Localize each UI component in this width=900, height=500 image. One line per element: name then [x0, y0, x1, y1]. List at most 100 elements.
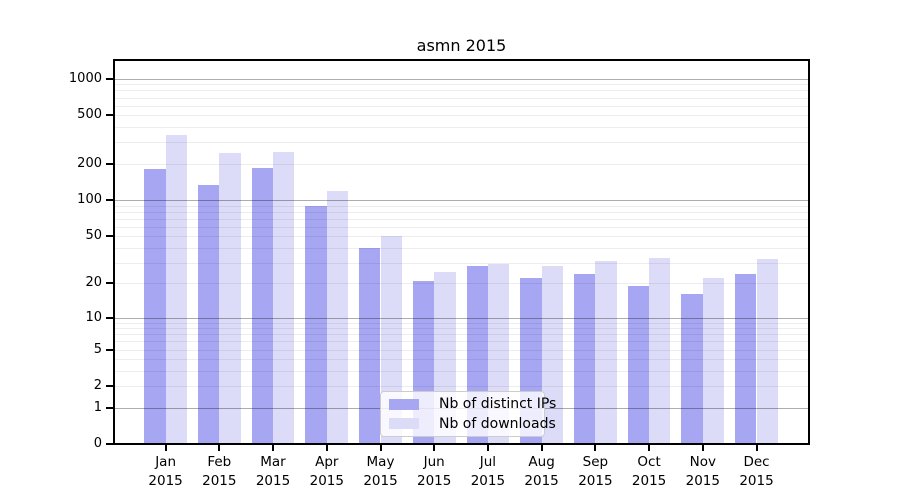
gridline-minor — [115, 142, 808, 144]
gridline-minor — [115, 262, 808, 264]
x-tick-mark — [701, 445, 704, 451]
gridline-minor — [115, 105, 808, 107]
bar-downloads-nov — [702, 278, 725, 444]
x-tick-month: Aug — [528, 454, 555, 470]
gridline-minor — [115, 322, 808, 324]
chart-title: asmn 2015 — [416, 36, 507, 55]
bar-downloads-mar — [273, 151, 295, 444]
x-tick-month: Jul — [479, 454, 497, 470]
x-tick-year: 2015 — [148, 473, 183, 489]
x-tick-label: Apr 2015 — [295, 453, 359, 491]
x-tick-year: 2015 — [417, 473, 452, 489]
x-tick-label: Sep 2015 — [563, 453, 627, 491]
x-tick-year: 2015 — [739, 473, 774, 489]
x-tick-label: Dec 2015 — [725, 453, 789, 491]
x-tick-year: 2015 — [685, 473, 720, 489]
gridline-minor — [115, 84, 808, 86]
x-tick-mark — [272, 445, 274, 451]
x-tick-year: 2015 — [631, 473, 667, 489]
y-tick-label: 1000 — [68, 70, 102, 86]
x-tick-month: Nov — [689, 454, 716, 470]
gridline-major — [115, 78, 808, 80]
gridline-minor — [115, 236, 808, 238]
y-tick-mark — [106, 406, 113, 409]
x-tick-label: Aug 2015 — [510, 453, 574, 491]
x-tick-label: Nov 2015 — [671, 453, 735, 491]
y-tick-mark — [106, 77, 113, 80]
x-tick-month: Feb — [207, 454, 232, 470]
legend-label-distinct-ips: Nb of distinct IPs — [439, 396, 557, 413]
x-tick-label: Mar 2015 — [241, 453, 305, 491]
x-tick-month: May — [366, 454, 395, 470]
gridline-minor — [115, 97, 808, 99]
y-tick-label: 500 — [77, 107, 102, 123]
y-tick-mark — [106, 235, 113, 238]
y-tick-mark — [106, 316, 113, 319]
y-tick-label: 50 — [85, 228, 102, 244]
gridline-minor — [115, 247, 808, 249]
y-tick-mark — [106, 114, 113, 117]
x-tick-month: Mar — [260, 454, 286, 470]
bar-downloads-dec — [756, 259, 778, 444]
bar-downloads-jan — [165, 135, 187, 444]
gridline-minor — [115, 127, 808, 129]
gridline-minor — [115, 283, 808, 285]
gridline-minor — [115, 341, 808, 343]
x-tick-label: Oct 2015 — [617, 453, 681, 491]
y-tick-mark — [106, 348, 113, 351]
x-tick-month: Oct — [637, 454, 661, 470]
x-tick-label: Jun 2015 — [402, 453, 466, 491]
gridline-minor — [115, 334, 808, 336]
gridline-minor — [115, 90, 808, 92]
x-tick-mark — [218, 445, 221, 451]
y-tick-label: 20 — [85, 275, 102, 291]
bar-distinct-ips-nov — [681, 294, 703, 444]
y-tick-label: 10 — [85, 309, 102, 325]
y-tick-label: 2 — [93, 378, 102, 394]
x-tick-year: 2015 — [202, 473, 237, 489]
y-tick-label: 0 — [93, 436, 102, 452]
y-tick-mark — [106, 385, 113, 388]
x-tick-month: Jan — [155, 454, 176, 470]
x-tick-year: 2015 — [470, 473, 506, 489]
bar-distinct-ips-dec — [735, 274, 757, 444]
y-tick-label: 1 — [93, 399, 102, 415]
x-tick-mark — [379, 445, 382, 451]
bar-downloads-aug — [541, 266, 563, 444]
x-tick-month: Apr — [315, 454, 339, 470]
y-tick-mark — [106, 162, 113, 165]
legend-swatch-downloads — [389, 418, 419, 430]
gridline-minor — [115, 205, 808, 207]
legend-item-distinct-ips: Nb of distinct IPs — [389, 396, 556, 413]
x-tick-label: May 2015 — [349, 453, 413, 491]
legend-item-downloads: Nb of downloads — [389, 416, 556, 433]
x-tick-label: Feb 2015 — [187, 453, 251, 491]
bar-distinct-ips-mar — [251, 167, 273, 444]
gridline-minor — [115, 226, 808, 228]
x-tick-mark — [325, 445, 328, 451]
bar-distinct-ips-oct — [627, 285, 650, 444]
y-tick-label: 200 — [77, 155, 102, 171]
x-tick-label: Jul 2015 — [456, 453, 520, 491]
gridline-minor — [115, 371, 808, 372]
x-tick-mark — [486, 445, 489, 451]
x-tick-mark — [164, 445, 167, 451]
bar-distinct-ips-jan — [144, 169, 166, 444]
legend-label-downloads: Nb of downloads — [439, 415, 556, 432]
x-tick-mark — [433, 445, 436, 451]
gridline-minor — [115, 349, 808, 351]
gridline-minor — [115, 163, 808, 165]
gridline-major — [115, 200, 808, 202]
x-tick-year: 2015 — [255, 473, 291, 489]
y-tick-label: 5 — [93, 341, 102, 357]
x-tick-mark — [648, 445, 651, 451]
x-tick-label: Jan 2015 — [134, 453, 198, 491]
y-tick-mark — [106, 282, 113, 285]
bar-downloads-oct — [649, 257, 671, 444]
x-tick-mark — [594, 445, 597, 451]
gridline-minor — [115, 328, 808, 330]
x-tick-month: Dec — [743, 454, 770, 470]
bar-distinct-ips-apr — [305, 206, 327, 444]
x-tick-year: 2015 — [524, 473, 559, 489]
